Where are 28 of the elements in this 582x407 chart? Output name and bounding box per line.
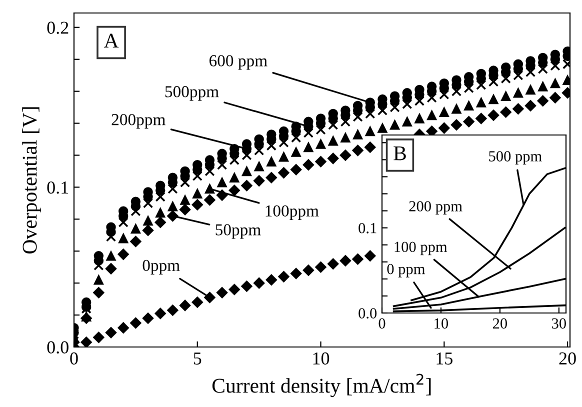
annotation: 200 ppm — [409, 201, 462, 215]
y-tick-label: 0.0 — [358, 308, 377, 319]
y-tick-label: 0.1 — [358, 222, 376, 234]
annotation: 50ppm — [216, 224, 261, 239]
x-tick-label: 5 — [194, 352, 202, 365]
x-tick-label: 30 — [552, 318, 566, 329]
x-tick-label: 0 — [70, 352, 78, 365]
x-axis-title: Current density [mA/cm$^{2}$] — [212, 374, 431, 398]
x-tick-label: 20 — [492, 318, 508, 329]
y-tick-label: 0.1 — [47, 181, 68, 194]
annotation: 600 ppm — [209, 55, 268, 70]
annotation: 100ppm — [266, 205, 319, 220]
annotation: B — [394, 146, 406, 160]
annotation: A — [104, 34, 119, 48]
x-tick-label: 10 — [313, 352, 330, 365]
annotation: 100 ppm — [394, 242, 448, 256]
y-tick-label: 0.2 — [47, 22, 68, 34]
y-tick-label: 0.0 — [47, 341, 68, 354]
annotation: 500 ppm — [489, 151, 542, 165]
x-tick-label: 10 — [434, 318, 448, 329]
annotation: 0 ppm — [387, 264, 426, 278]
annotation: 0ppm — [142, 260, 180, 274]
x-tick-label: 0 — [378, 318, 386, 329]
annotation: 200ppm — [112, 114, 166, 129]
x-tick-label: 15 — [436, 352, 452, 365]
y-axis-title: Overpotential [V] — [22, 107, 42, 254]
x-tick-label: 20 — [559, 352, 576, 365]
annotation: 500ppm — [165, 86, 219, 101]
